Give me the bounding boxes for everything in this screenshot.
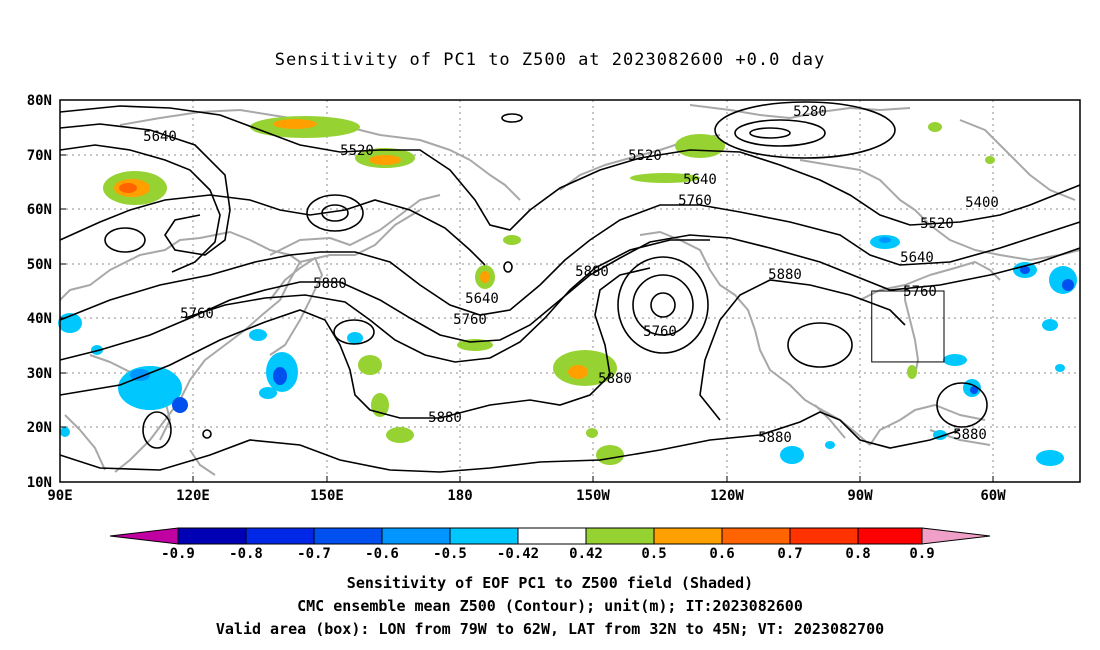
- colorbar-swatch: [517, 527, 587, 545]
- colorbar-swatch: [585, 527, 655, 545]
- colorbar-swatch: [789, 527, 859, 545]
- contour-label: 5280: [793, 104, 827, 120]
- contour-label: 5880: [953, 427, 987, 443]
- colorbar-swatch: [857, 527, 923, 545]
- contour-label: 5880: [428, 410, 462, 426]
- lon-label: 150W: [576, 488, 610, 504]
- colorbar-tick: 0.6: [709, 546, 734, 562]
- colorbar-swatch: [313, 527, 383, 545]
- contour-label: 5640: [143, 129, 177, 145]
- lat-label: 50N: [27, 257, 52, 273]
- lon-label: 90E: [47, 488, 72, 504]
- contour-label: 5520: [340, 143, 374, 159]
- colorbar-swatch: [721, 527, 791, 545]
- colorbar-tick: 0.9: [909, 546, 934, 562]
- contour-label: 5880: [598, 371, 632, 387]
- lat-label: 30N: [27, 366, 52, 382]
- lon-label: 180: [447, 488, 472, 504]
- lon-label: 150E: [310, 488, 344, 504]
- contour-label: 5760: [453, 312, 487, 328]
- caption-line-2: CMC ensemble mean Z500 (Contour); unit(m…: [297, 597, 803, 615]
- caption-line-1: Sensitivity of EOF PC1 to Z500 field (Sh…: [346, 574, 754, 592]
- colorbar-swatch: [177, 527, 247, 545]
- colorbar-tick: -0.42: [497, 546, 539, 562]
- colorbar: [109, 527, 991, 545]
- lat-label: 70N: [27, 148, 52, 164]
- contour-label: 5880: [313, 276, 347, 292]
- colorbar-tick: -0.9: [161, 546, 195, 562]
- sensitivity-shading: [58, 116, 1077, 466]
- lat-label: 60N: [27, 202, 52, 218]
- tick-marks: [60, 154, 994, 482]
- lon-label: 120W: [710, 488, 744, 504]
- colorbar-ticks: -0.9 -0.8 -0.7 -0.6 -0.5 -0.42 0.42 0.5 …: [161, 546, 935, 562]
- colorbar-tick: -0.8: [229, 546, 263, 562]
- colorbar-tick: -0.7: [297, 546, 331, 562]
- lon-label: 90W: [847, 488, 873, 504]
- colorbar-swatch: [245, 527, 315, 545]
- colorbar-tick: 0.5: [641, 546, 666, 562]
- latitude-labels: 80N 70N 60N 50N 40N 30N 20N 10N: [27, 93, 52, 491]
- valid-area-box: [871, 290, 945, 363]
- contour-labels: 5280 5400 5520 5520 5520 5640 5640 5640 …: [143, 104, 999, 446]
- lat-label: 40N: [27, 311, 52, 327]
- lon-label: 120E: [176, 488, 210, 504]
- contour-label: 5400: [965, 195, 999, 211]
- contour-label: 5640: [683, 172, 717, 188]
- colorbar-swatch: [449, 527, 519, 545]
- colorbar-swatch: [381, 527, 451, 545]
- contour-label: 5520: [920, 216, 954, 232]
- map-figure: 5280 5400 5520 5520 5520 5640 5640 5640 …: [27, 93, 1081, 562]
- contour-label: 5760: [180, 306, 214, 322]
- colorbar-tick: -0.5: [433, 546, 467, 562]
- contour-label: 5760: [643, 324, 677, 340]
- contour-label: 5880: [575, 264, 609, 280]
- z500-contours: [59, 101, 1081, 473]
- caption-line-3: Valid area (box): LON from 79W to 62W, L…: [215, 620, 885, 638]
- contour-label: 5640: [900, 250, 934, 266]
- colorbar-low-arrow: [109, 527, 179, 545]
- colorbar-tick: 0.7: [777, 546, 802, 562]
- contour-label: 5760: [678, 193, 712, 209]
- contour-label: 5760: [903, 284, 937, 300]
- colorbar-tick: 0.42: [569, 546, 603, 562]
- contour-label: 5640: [465, 291, 499, 307]
- lon-label: 60W: [980, 488, 1006, 504]
- colorbar-tick: -0.6: [365, 546, 399, 562]
- colorbar-high-arrow: [921, 527, 991, 545]
- lat-label: 80N: [27, 93, 52, 109]
- contour-label: 5520: [628, 148, 662, 164]
- colorbar-tick: 0.8: [845, 546, 870, 562]
- lat-label: 10N: [27, 475, 52, 491]
- plot-title: Sensitivity of PC1 to Z500 at 2023082600…: [274, 50, 826, 70]
- longitude-labels: 90E 120E 150E 180 150W 120W 90W 60W: [47, 488, 1006, 504]
- lat-label: 20N: [27, 420, 52, 436]
- colorbar-swatch: [653, 527, 723, 545]
- contour-label: 5880: [768, 267, 802, 283]
- plot-frame: [59, 99, 1081, 483]
- contour-label: 5880: [758, 430, 792, 446]
